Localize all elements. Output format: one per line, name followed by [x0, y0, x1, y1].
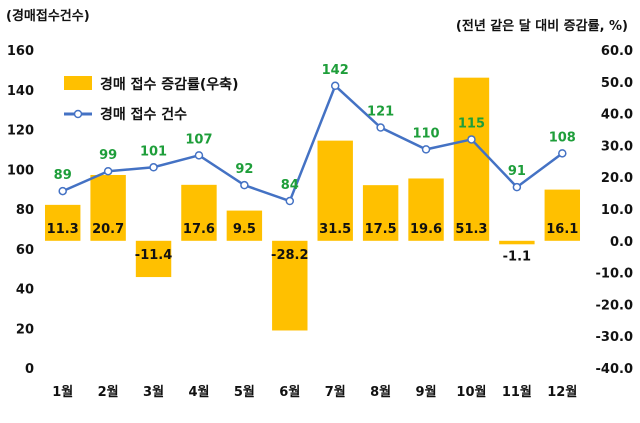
right-tick-label: 0.0	[610, 235, 633, 250]
line-point	[285, 196, 295, 206]
line-point-label: 142	[322, 63, 349, 78]
bar-value-label: -28.2	[271, 248, 308, 263]
left-tick-label: 80	[16, 203, 34, 218]
left-tick-label: 140	[7, 84, 34, 99]
category-label: 2월	[98, 384, 119, 400]
bar	[362, 185, 399, 241]
left-tick-label: 60	[16, 243, 34, 258]
bar-value-label: 17.6	[183, 222, 215, 237]
line-point	[103, 166, 113, 176]
right-tick-label: -10.0	[596, 267, 633, 282]
line-point-label: 99	[99, 148, 117, 163]
line-point	[376, 123, 385, 132]
line-point-label: 92	[235, 162, 253, 177]
line-point	[467, 135, 476, 144]
category-label: 4월	[188, 384, 209, 400]
line-point	[149, 163, 158, 172]
bar	[226, 210, 263, 241]
bar	[408, 178, 444, 241]
right-tick-label: -20.0	[596, 298, 633, 313]
line-point-label: 84	[281, 178, 299, 193]
bar-value-label: 9.5	[233, 222, 256, 237]
right-tick-label: 10.0	[601, 203, 633, 218]
left-tick-label: 20	[16, 322, 34, 337]
right-tick-label: 40.0	[601, 108, 633, 123]
category-label: 6월	[279, 384, 300, 400]
right-tick-label: 50.0	[601, 76, 633, 91]
bar	[453, 77, 490, 241]
category-label: 10월	[456, 384, 486, 400]
bar-series: 11.3 20.7 -11.4 17.6 9.5 -28.2 31.5 17.5 19.6 51.…	[44, 77, 581, 331]
series-line	[62, 83, 564, 203]
bar	[317, 140, 353, 241]
category-axis: 1월 2월 3월 4월 5월 6월 7월 8월 9월 10월 11월 12월	[52, 384, 577, 400]
bar	[499, 240, 535, 245]
bar	[44, 204, 81, 241]
category-label: 9월	[416, 384, 437, 400]
bar-value-label: 19.6	[410, 222, 442, 237]
legend-line-label: 경매 접수 건수	[100, 106, 187, 123]
line-point-label: 101	[140, 144, 167, 159]
bar	[90, 174, 126, 241]
bar	[544, 189, 581, 241]
legend-bar-label: 경매 접수 증감률(우축)	[100, 76, 238, 93]
bar-value-label: -1.1	[503, 249, 531, 264]
legend-line-marker	[73, 109, 83, 119]
left-axis-ticks: 0 20 40 60 80 100 120 140 160	[7, 44, 34, 377]
right-tick-label: -30.0	[596, 330, 633, 345]
bar-value-label: 17.5	[365, 222, 397, 237]
category-label: 7월	[325, 384, 346, 400]
bar	[135, 240, 172, 278]
left-axis-title: (경매접수건수)	[6, 8, 90, 24]
line-point	[421, 145, 431, 154]
line-point	[194, 151, 204, 160]
left-tick-label: 160	[7, 44, 34, 59]
right-axis-title: (전년 같은 달 대비 증감률, %)	[456, 18, 628, 34]
category-label: 1월	[52, 384, 73, 400]
line-point-label: 89	[54, 168, 72, 183]
right-axis-ticks: -40.0 -30.0 -20.0 -10.0 0.0 10.0 20.0 30.0 40.0 5…	[596, 44, 633, 377]
line-point	[512, 182, 522, 192]
category-label: 3월	[143, 384, 164, 400]
right-tick-label: -40.0	[596, 362, 633, 377]
bar	[181, 184, 217, 241]
category-label: 5월	[234, 384, 255, 400]
bar-value-label: 20.7	[92, 222, 124, 237]
bar	[272, 240, 308, 331]
bar-value-label: 16.1	[546, 222, 578, 237]
right-tick-label: 30.0	[601, 139, 633, 154]
line-point-label: 107	[185, 132, 212, 147]
line-point-label: 110	[412, 126, 439, 141]
category-label: 11월	[502, 384, 532, 400]
line-point-label: 115	[458, 116, 485, 131]
legend: 경매 접수 증감률(우축) 경매 접수 건수	[64, 76, 238, 123]
left-tick-label: 120	[7, 124, 34, 139]
right-tick-label: 20.0	[601, 171, 633, 186]
line-point-label: 121	[367, 105, 394, 120]
left-tick-label: 100	[7, 163, 34, 178]
line-point	[240, 180, 249, 190]
left-tick-label: 0	[25, 362, 34, 377]
line-point	[58, 186, 67, 196]
left-tick-label: 40	[16, 283, 34, 298]
right-tick-label: 60.0	[601, 44, 633, 59]
category-label: 8월	[370, 384, 391, 400]
line-point	[330, 81, 340, 91]
category-label: 12월	[547, 384, 577, 400]
bar-value-label: 51.3	[455, 222, 487, 237]
line-point-label: 91	[508, 164, 526, 179]
legend-bar-swatch	[64, 76, 92, 90]
bar-value-label: 11.3	[47, 222, 79, 237]
line-point	[558, 149, 567, 158]
bar-value-label: 31.5	[319, 222, 351, 237]
bar-value-label: -11.4	[135, 248, 172, 263]
line-series: 89 99 101 107 92 84 142 121 110 115 91 108	[54, 63, 576, 206]
line-point-label: 108	[549, 130, 576, 145]
